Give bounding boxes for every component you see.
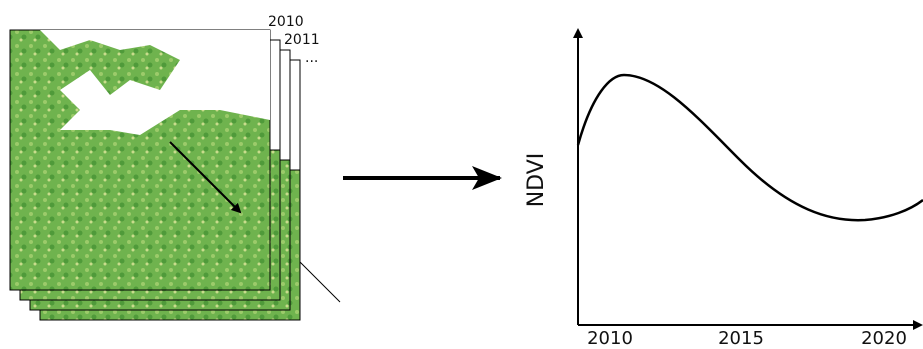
y-axis-label: NDVI	[524, 153, 549, 208]
x-tick-label: 2020	[861, 328, 907, 349]
time-axis-line	[300, 262, 340, 302]
x-tick-label: 2015	[718, 328, 764, 349]
layer-label: 2010	[268, 14, 304, 30]
image-stack: 2010 2011 ...	[10, 14, 340, 320]
ndvi-curve	[578, 75, 923, 220]
figure: 2010 2011 ... NDVI 2010 2015 2020	[0, 0, 923, 349]
layer-label: 2011	[284, 32, 320, 48]
layer-label: ...	[305, 50, 318, 66]
ndvi-plot: NDVI 2010 2015 2020	[524, 30, 923, 349]
front-image	[10, 30, 270, 290]
x-tick-label: 2010	[587, 328, 633, 349]
